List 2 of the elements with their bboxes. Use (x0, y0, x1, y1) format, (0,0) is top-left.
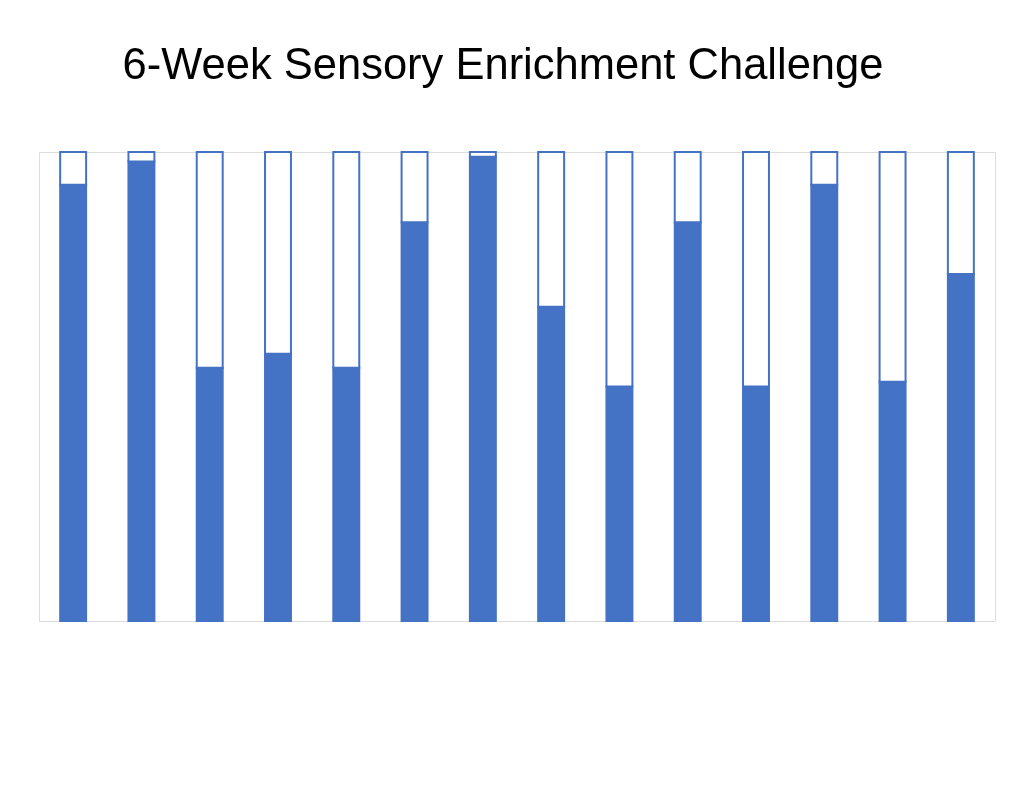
chart-title: 6-Week Sensory Enrichment Challenge (122, 39, 884, 88)
bar (468, 155, 497, 622)
